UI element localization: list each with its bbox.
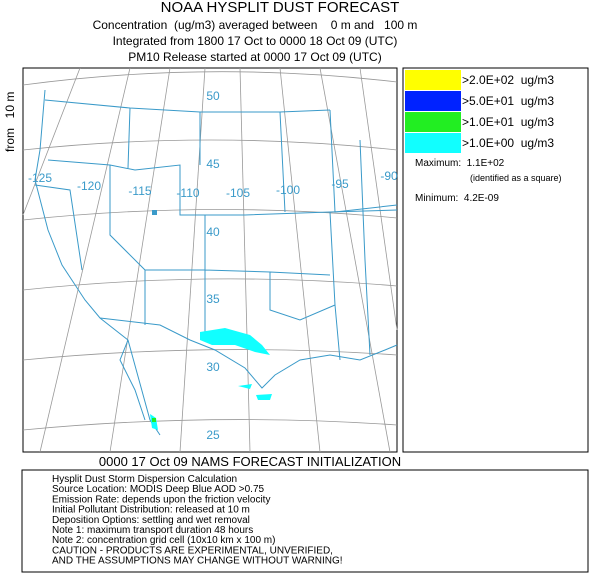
- longitude-label: -95: [331, 177, 349, 191]
- side-label: 10 m: [3, 92, 17, 119]
- legend-maximum-note: (identified as a square): [470, 173, 562, 183]
- parallel: [22, 71, 398, 86]
- note-line: Emission Rate: depends upon the friction…: [52, 494, 270, 505]
- legend-label: >1.0E+00 ug/m3: [462, 136, 554, 150]
- border: [99, 317, 398, 389]
- dust-area: [238, 384, 252, 389]
- legend-swatch: [405, 133, 461, 153]
- parallel: [22, 349, 398, 361]
- meridian: [179, 67, 206, 453]
- map-frame: [22, 67, 398, 453]
- map: 50 45 40 35 30 25 -125 -120 -115 -110 -1…: [22, 67, 398, 453]
- side-label: from: [3, 128, 17, 152]
- dust-area: [200, 328, 270, 355]
- latitude-label: 35: [206, 292, 220, 306]
- meridian: [319, 67, 391, 453]
- longitude-label: -105: [226, 186, 250, 200]
- latitude-label: 40: [206, 225, 220, 239]
- parallel: [22, 278, 398, 291]
- footer-title: 0000 17 Oct 09 NAMS FORECAST INITIALIZAT…: [99, 454, 401, 469]
- note-line: Hysplit Dust Storm Dispersion Calculatio…: [52, 474, 237, 485]
- legend-label: >2.0E+02 ug/m3: [462, 73, 554, 87]
- header-line: PM10 Release started at 0000 17 Oct 09 (…: [128, 50, 381, 64]
- latitude-label: 50: [206, 89, 220, 103]
- notes-frame: [21, 469, 589, 573]
- note-line: Deposition Options: settling and wet rem…: [52, 515, 250, 526]
- meridian: [359, 67, 398, 331]
- boundaries: [34, 89, 398, 436]
- note-line: Note 2: concentration grid cell (10x10 k…: [52, 535, 275, 546]
- legend-swatch: [405, 70, 461, 90]
- meridian: [39, 67, 131, 453]
- note-line: Note 1: maximum transport duration 48 ho…: [52, 525, 253, 536]
- dust-plume: [150, 210, 272, 430]
- dust-area: [152, 418, 156, 422]
- note-line: Source Location: MODIS Deep Blue AOD >0.…: [52, 484, 264, 495]
- state-line: [47, 159, 398, 216]
- parallel: [22, 209, 398, 221]
- latitude-label: 25: [206, 428, 220, 442]
- meridian: [109, 67, 171, 453]
- coastline: [34, 89, 161, 436]
- longitude-label: -120: [77, 179, 101, 193]
- legend: Maximum: 1.1E+02 (identified as a square…: [402, 67, 589, 453]
- state-line: [34, 107, 398, 361]
- note-line: CAUTION - PRODUCTS ARE EXPERIMENTAL, UNV…: [52, 545, 333, 556]
- legend-swatch: [405, 91, 461, 111]
- header-line: Integrated from 1800 17 Oct to 0000 18 O…: [113, 34, 398, 48]
- dust-area: [256, 394, 272, 400]
- latitude-label: 45: [206, 157, 220, 171]
- parallel: [22, 419, 398, 431]
- note-line: AND THE ASSUMPTIONS MAY CHANGE WITHOUT W…: [52, 556, 343, 567]
- legend-minimum: Minimum: 4.2E-09: [415, 193, 499, 204]
- legend-label: >1.0E+01 ug/m3: [462, 115, 554, 129]
- longitude-label: -125: [28, 171, 52, 185]
- legend-maximum: Maximum: 1.1E+02: [415, 158, 505, 169]
- legend-swatch: [405, 112, 461, 132]
- map-marker: [152, 210, 157, 215]
- note-line: Initial Pollutant Distribution: released…: [52, 505, 250, 516]
- longitude-label: -90: [380, 169, 398, 183]
- latitude-label: 30: [206, 360, 220, 374]
- longitude-label: -115: [128, 184, 151, 198]
- notes: Hysplit Dust Storm Dispersion Calculatio…: [52, 474, 343, 567]
- longitude-label: -100: [276, 183, 300, 197]
- longitude-label: -110: [176, 186, 199, 200]
- legend-label: >5.0E+01 ug/m3: [462, 94, 554, 108]
- title: NOAA HYSPLIT DUST FORECAST: [161, 0, 400, 16]
- meridian: [22, 67, 81, 216]
- parallel: [22, 139, 398, 151]
- meridian: [279, 67, 321, 453]
- header-line: Concentration (ug/m3) averaged between 0…: [93, 18, 418, 32]
